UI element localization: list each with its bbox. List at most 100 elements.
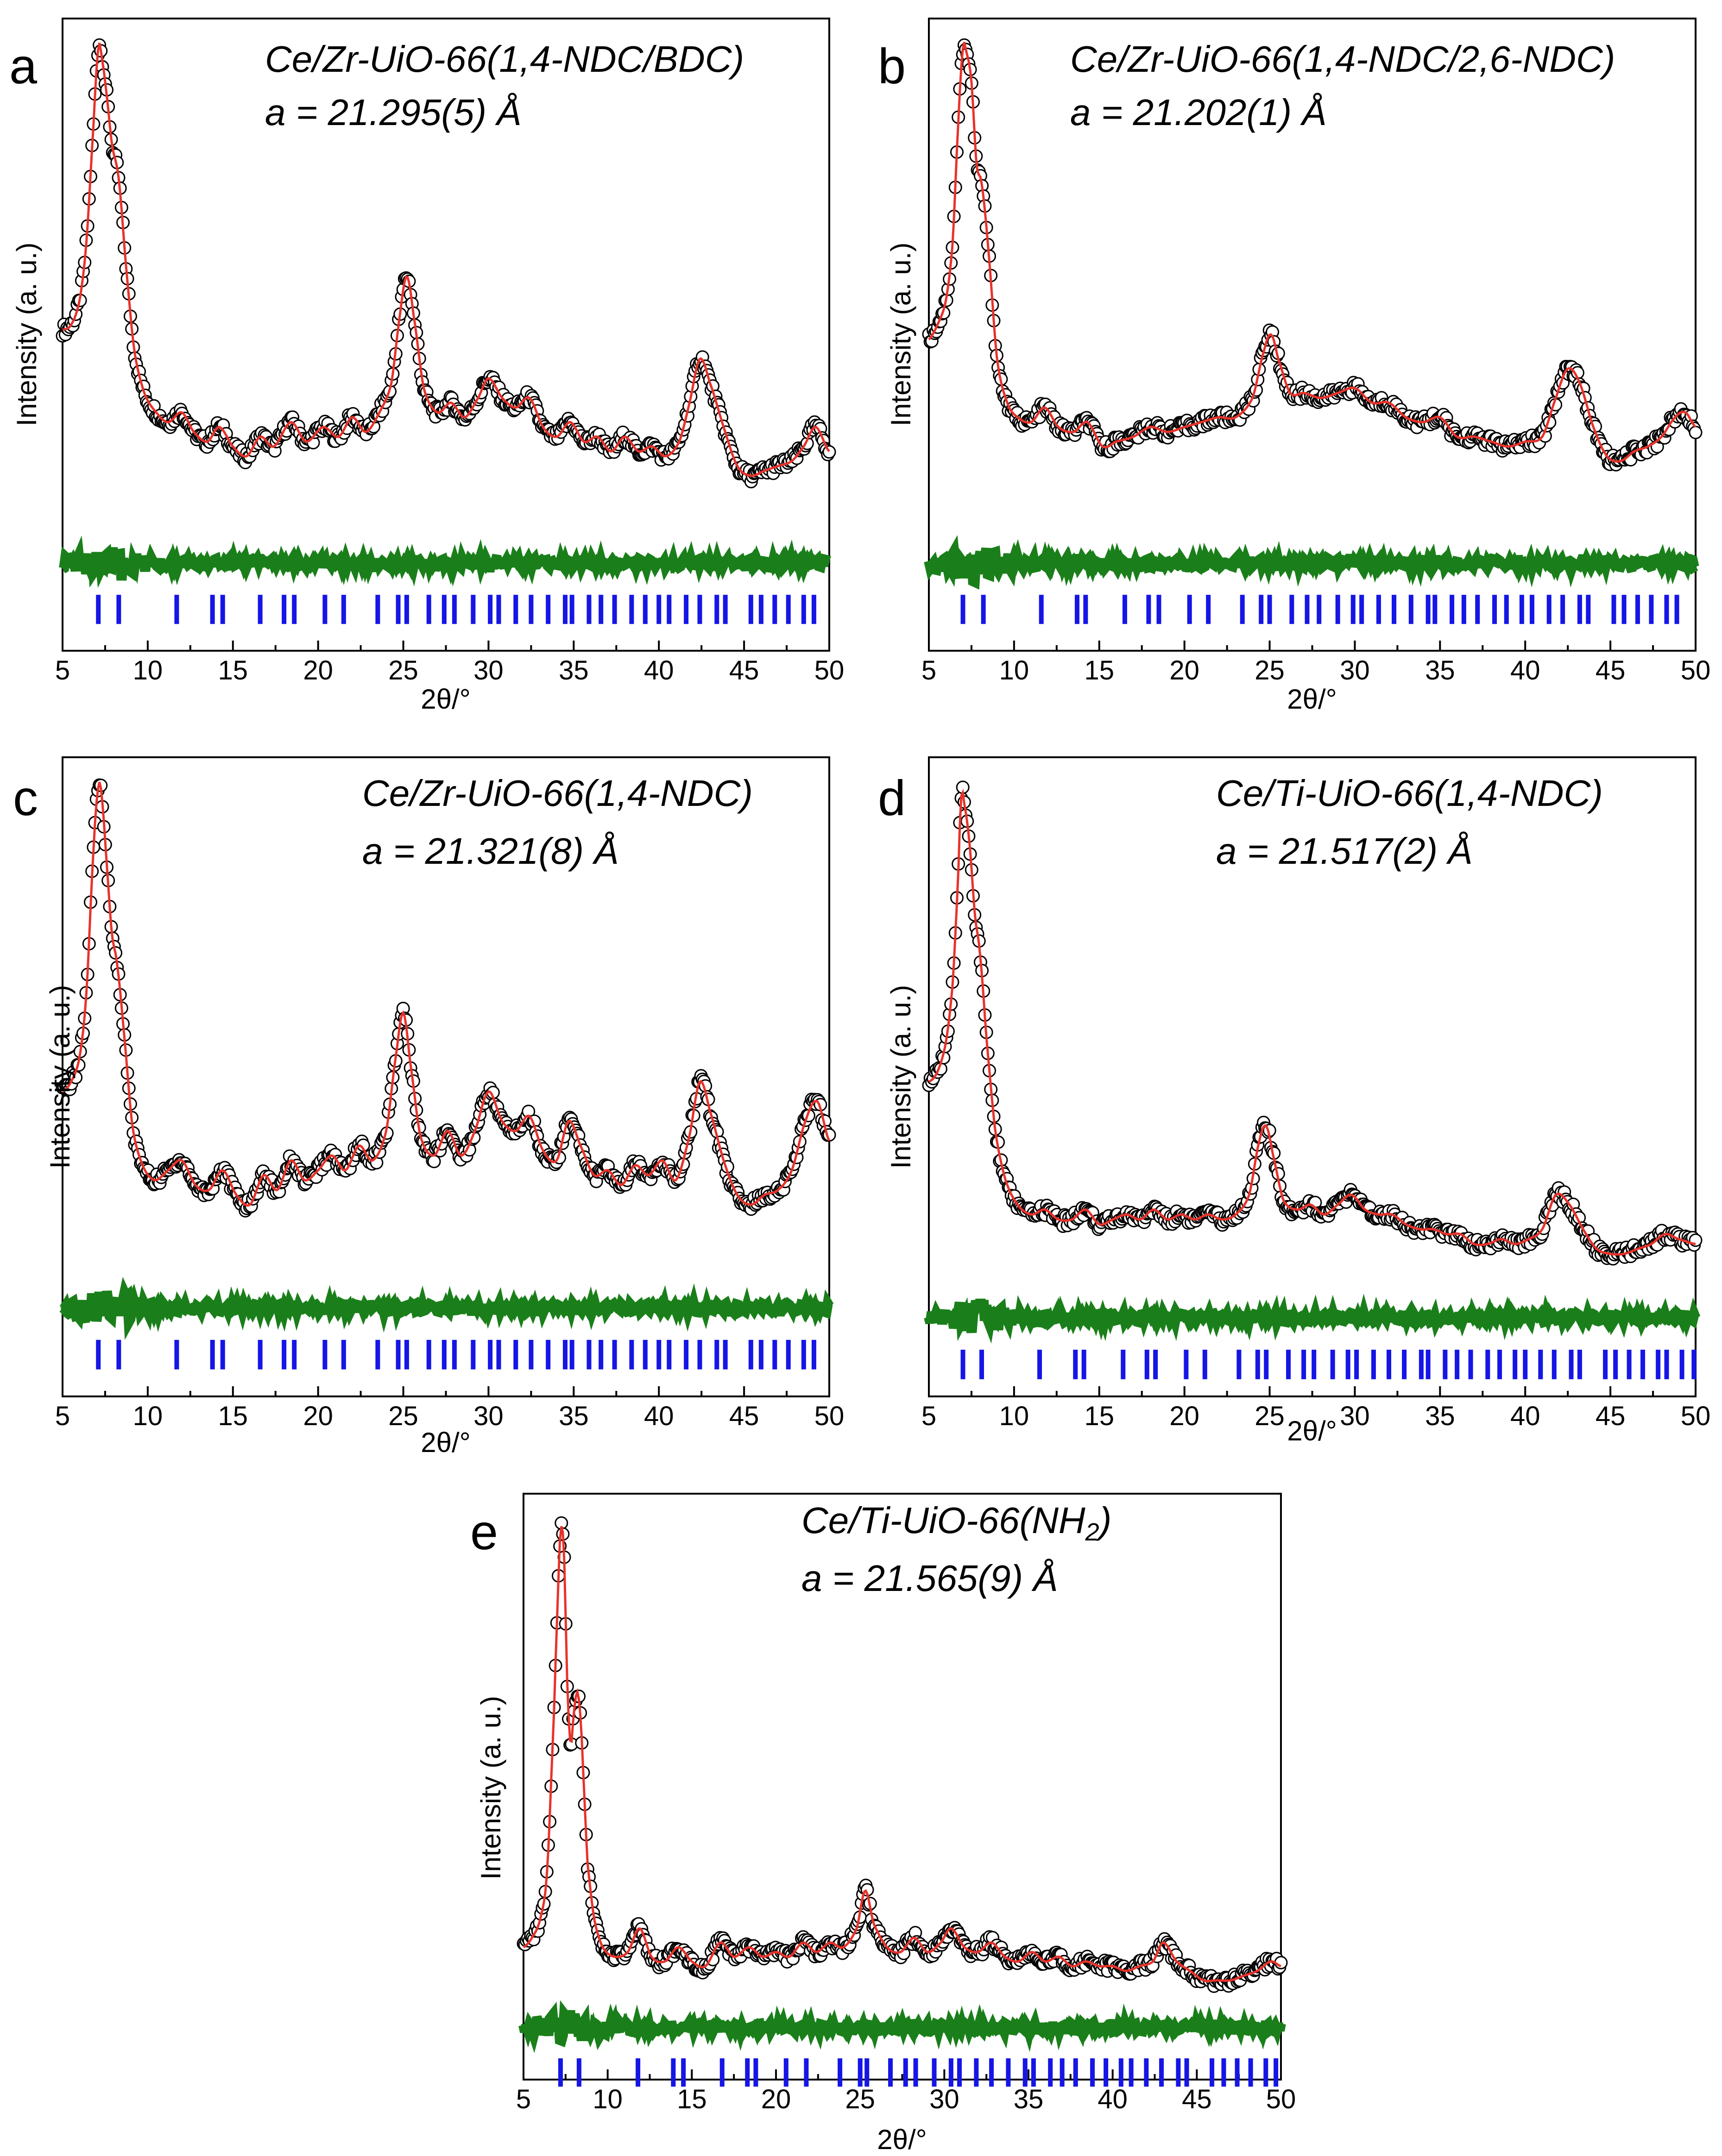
panel-b-y-axis-label: Intensity (a. u.): [885, 243, 916, 427]
panel-a-x-tick-label: 50: [814, 655, 845, 685]
panel-e-lattice: a = 21.565(9) Å: [801, 1558, 1058, 1599]
panel-a-x-tick-label: 35: [559, 655, 589, 685]
panel-b-title: Ce/Zr-UiO-66(1,4-NDC/2,6-NDC): [1070, 38, 1615, 80]
panel-a-x-tick-label: 30: [473, 655, 504, 685]
panel-d: d Ce/Ti-UiO-66(1,4-NDC) a = 21.517(2) Å …: [878, 756, 1711, 1446]
panel-c-lattice: a = 21.321(8) Å: [362, 830, 619, 872]
panel-letter-c: c: [13, 770, 38, 826]
panel-d-difference-line: [924, 1294, 1701, 1344]
panel-b-x-tick-label: 50: [1681, 655, 1711, 685]
panel-b-x-axis-label: 2θ/°: [1287, 684, 1337, 715]
panel-a-x-axis-label: 2θ/°: [421, 684, 470, 715]
panel-a-difference-line: [59, 535, 832, 588]
panel-b-lattice: a = 21.202(1) Å: [1070, 92, 1327, 133]
panel-a-x-tick-label: 10: [133, 655, 163, 685]
panel-a-lattice: a = 21.295(5) Å: [265, 92, 522, 133]
panel-e-x-axis-label: 2θ/°: [877, 2124, 927, 2155]
panel-d-observed-point: [1689, 1233, 1703, 1247]
panel-c-x-tick-label: 20: [303, 1401, 333, 1431]
panel-c-y-axis-label: Intensity (a. u.): [44, 985, 76, 1169]
panel-c-x-tick-label: 50: [814, 1401, 845, 1431]
panel-e-title-main: Ce/Ti-UiO-66(NH: [801, 1500, 1085, 1541]
panel-b-x-tick-label: 15: [1085, 655, 1115, 685]
panel-e: e Ce/Ti-UiO-66(NH2) a = 21.565(9) Å 5 10 1…: [470, 1493, 1296, 2155]
panel-a-x-tick-label: 5: [55, 655, 70, 685]
panel-e-calculated-line: [523, 1526, 1281, 1982]
panel-d-plot: 5 10 15 20 25 30 35 40 45 50: [921, 780, 1711, 1431]
panel-e-x-tick-label: 30: [929, 2084, 959, 2114]
panel-letter-d: d: [878, 770, 906, 826]
panel-e-x-tick-label: 45: [1182, 2084, 1212, 2114]
panel-b-x-tick-label: 30: [1340, 655, 1370, 685]
panel-c-x-axis-label: 2θ/°: [421, 1427, 470, 1458]
panel-b-difference-line: [924, 535, 1699, 590]
panel-b-x-tick-label: 35: [1425, 655, 1455, 685]
panel-letter-b: b: [878, 38, 906, 94]
panel-b-x-tick-label: 45: [1596, 655, 1626, 685]
panel-e-x-tick-label: 5: [516, 2084, 531, 2114]
panel-a-x-tick-label: 15: [218, 655, 248, 685]
panel-d-x-tick-label: 50: [1681, 1401, 1711, 1431]
panel-c-x-tick-label: 15: [218, 1401, 248, 1431]
panel-e-x-tick-label: 20: [761, 2084, 791, 2114]
panel-d-x-tick-label: 10: [999, 1401, 1029, 1431]
panel-b-calculated-line: [928, 42, 1697, 463]
panel-e-x-tick-label: 25: [845, 2084, 875, 2114]
panel-e-x-tick-label: 15: [677, 2084, 707, 2114]
panel-c-title: Ce/Zr-UiO-66(1,4-NDC): [362, 773, 753, 814]
panel-e-difference-line: [518, 2000, 1286, 2053]
panel-d-x-tick-label: 20: [1169, 1401, 1199, 1431]
panel-a-x-tick-label: 45: [729, 655, 759, 685]
panel-e-title: Ce/Ti-UiO-66(NH2): [801, 1500, 1111, 1546]
panel-a-plot: 5 10 15 20 25 30 35 40 45 50: [55, 38, 845, 685]
panel-c-x-tick-label: 30: [473, 1401, 504, 1431]
panel-a-x-tick-label: 40: [644, 655, 674, 685]
panel-b-x-tick-label: 25: [1255, 655, 1285, 685]
panel-c-x-tick-label: 45: [729, 1401, 759, 1431]
panel-b-plot: 5 10 15 20 25 30 35 40 45 50: [921, 38, 1711, 685]
panel-letter-a: a: [9, 38, 38, 94]
panel-e-x-tick-label: 10: [593, 2084, 623, 2114]
panel-e-x-tick-label: 35: [1014, 2084, 1044, 2114]
panel-c-observed-point: [427, 1155, 441, 1169]
panel-e-x-tick-label: 40: [1098, 2084, 1128, 2114]
panel-b-x-tick-label: 20: [1169, 655, 1199, 685]
panel-d-x-axis-label: 2θ/°: [1287, 1415, 1337, 1446]
panel-b: b Ce/Zr-UiO-66(1,4-NDC/2,6-NDC) a = 21.2…: [878, 18, 1711, 715]
panel-a: a Ce/Zr-UiO-66(1,4-NDC/BDC) a = 21.295(5…: [9, 18, 845, 715]
panel-d-x-tick-label: 40: [1510, 1401, 1540, 1431]
panel-e-y-axis-label: Intensity (a. u.): [475, 1696, 506, 1880]
panel-letter-e: e: [470, 1504, 498, 1560]
panel-d-x-tick-label: 5: [921, 1401, 936, 1431]
panel-e-title-subscript: 2: [1085, 1518, 1099, 1546]
panel-c-x-tick-label: 25: [388, 1401, 418, 1431]
panel-a-y-axis-label: Intensity (a. u.): [11, 243, 42, 427]
panel-a-calculated-line: [62, 43, 830, 477]
panel-d-lattice: a = 21.517(2) Å: [1216, 830, 1473, 872]
panel-e-plot: 5 10 15 20 25 30 35 40 45 50: [516, 1516, 1296, 2114]
panel-c-calculated-line: [62, 781, 831, 1207]
panel-d-x-tick-label: 30: [1340, 1401, 1370, 1431]
panel-d-x-tick-label: 15: [1085, 1401, 1115, 1431]
panel-c-x-tick-label: 5: [55, 1401, 70, 1431]
panel-d-x-tick-label: 35: [1425, 1401, 1455, 1431]
panel-b-x-tick-label: 40: [1510, 655, 1540, 685]
panel-c-difference-line: [59, 1276, 834, 1340]
panel-c-plot: 5 10 15 20 25 30 35 40 45 50: [55, 778, 845, 1431]
panel-a-title: Ce/Zr-UiO-66(1,4-NDC/BDC): [265, 38, 744, 80]
panel-d-title: Ce/Ti-UiO-66(1,4-NDC): [1216, 773, 1603, 814]
panel-e-observed-series: [517, 1516, 1288, 1993]
panel-e-x-tick-label: 50: [1266, 2084, 1296, 2114]
panel-c-x-tick-label: 40: [644, 1401, 674, 1431]
panel-b-x-tick-label: 10: [999, 655, 1029, 685]
panel-d-x-tick-label: 25: [1255, 1401, 1285, 1431]
panel-c-x-tick-label: 10: [133, 1401, 163, 1431]
panel-b-x-tick-label: 5: [921, 655, 936, 685]
panel-d-x-tick-label: 45: [1596, 1401, 1626, 1431]
panel-a-x-tick-label: 25: [388, 655, 418, 685]
panel-c-x-tick-label: 35: [559, 1401, 589, 1431]
panel-d-y-axis-label: Intensity (a. u.): [885, 985, 916, 1169]
panel-b-observed-point: [1689, 426, 1703, 440]
panel-a-observed-point: [822, 445, 836, 459]
